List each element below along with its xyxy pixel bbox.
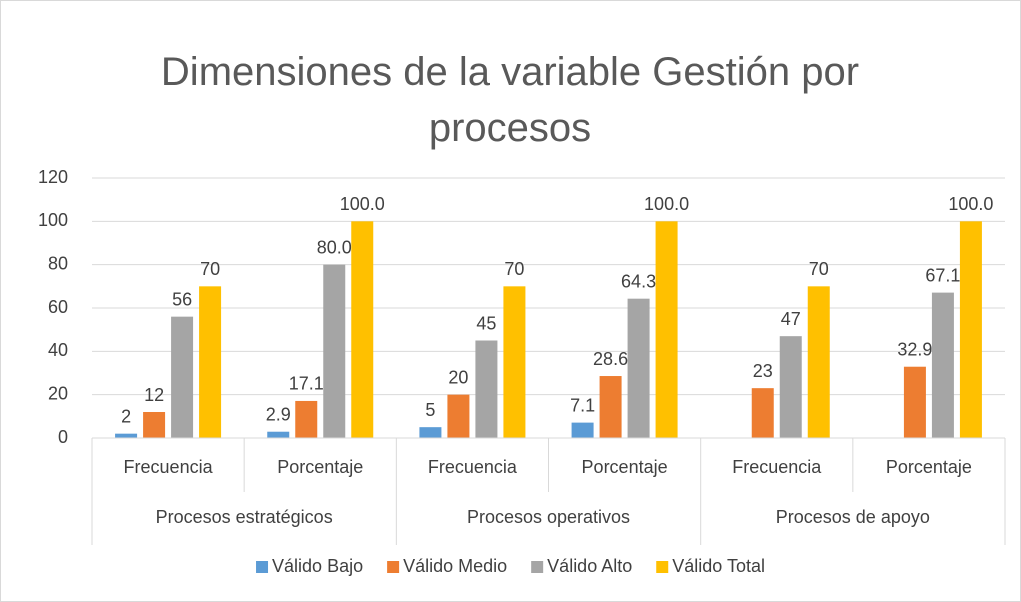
group-label: Procesos operativos bbox=[467, 507, 630, 527]
y-tick-label: 20 bbox=[48, 383, 68, 403]
data-label: 45 bbox=[476, 313, 496, 333]
bar bbox=[351, 221, 374, 438]
bar bbox=[903, 366, 926, 438]
bar bbox=[627, 298, 650, 438]
group-label: Procesos estratégicos bbox=[156, 507, 333, 527]
bar bbox=[199, 286, 222, 438]
x-tick-label: Porcentaje bbox=[886, 457, 972, 477]
data-label: 70 bbox=[200, 259, 220, 279]
data-label: 2.9 bbox=[266, 404, 291, 424]
bar bbox=[807, 286, 830, 438]
bar bbox=[503, 286, 526, 438]
x-tick-label: Frecuencia bbox=[124, 457, 214, 477]
data-label: 28.6 bbox=[593, 349, 628, 369]
legend-label: Válido Total bbox=[672, 556, 765, 576]
y-tick-label: 100 bbox=[38, 210, 68, 230]
bar bbox=[295, 400, 318, 438]
bar bbox=[959, 221, 982, 438]
y-tick-label: 80 bbox=[48, 253, 68, 273]
legend-label: Válido Medio bbox=[403, 556, 507, 576]
y-tick-label: 0 bbox=[58, 427, 68, 447]
data-label: 100.0 bbox=[644, 194, 689, 214]
bar bbox=[171, 316, 194, 438]
bar bbox=[475, 340, 498, 438]
bar bbox=[571, 422, 594, 438]
bar bbox=[447, 394, 470, 438]
y-tick-label: 120 bbox=[38, 167, 68, 187]
bar bbox=[419, 427, 442, 438]
data-label: 67.1 bbox=[925, 265, 960, 285]
bar bbox=[323, 264, 346, 438]
group-label: Procesos de apoyo bbox=[776, 507, 930, 527]
legend-label: Válido Bajo bbox=[272, 556, 363, 576]
x-tick-label: Porcentaje bbox=[582, 457, 668, 477]
data-label: 7.1 bbox=[570, 395, 595, 415]
data-label: 70 bbox=[504, 259, 524, 279]
data-label: 20 bbox=[448, 367, 468, 387]
legend-swatch bbox=[531, 561, 544, 573]
data-label: 12 bbox=[144, 385, 164, 405]
x-tick-label: Frecuencia bbox=[732, 457, 822, 477]
bar bbox=[267, 431, 290, 438]
bar bbox=[931, 292, 954, 438]
bar bbox=[655, 221, 678, 438]
bar bbox=[751, 388, 774, 438]
x-tick-label: Porcentaje bbox=[277, 457, 363, 477]
data-label: 100.0 bbox=[340, 194, 385, 214]
data-label: 64.3 bbox=[621, 271, 656, 291]
bar bbox=[115, 433, 138, 438]
data-label: 5 bbox=[425, 400, 435, 420]
legend-swatch bbox=[387, 561, 400, 573]
data-label: 32.9 bbox=[897, 339, 932, 359]
legend-swatch bbox=[656, 561, 669, 573]
data-label: 56 bbox=[172, 289, 192, 309]
data-label: 70 bbox=[809, 259, 829, 279]
legend-label: Válido Alto bbox=[547, 556, 632, 576]
bar bbox=[143, 412, 166, 438]
chart-title: Dimensiones de la variable Gestión por p… bbox=[160, 50, 860, 150]
y-tick-label: 40 bbox=[48, 340, 68, 360]
data-label: 47 bbox=[781, 309, 801, 329]
data-label: 17.1 bbox=[289, 374, 324, 394]
x-tick-label: Frecuencia bbox=[428, 457, 518, 477]
data-label: 2 bbox=[121, 406, 131, 426]
data-label: 100.0 bbox=[948, 194, 993, 214]
legend-swatch bbox=[256, 561, 269, 573]
bar bbox=[779, 336, 802, 438]
bar bbox=[599, 376, 622, 438]
data-label: 23 bbox=[753, 361, 773, 381]
y-tick-label: 60 bbox=[48, 297, 68, 317]
data-label: 80.0 bbox=[317, 237, 352, 257]
